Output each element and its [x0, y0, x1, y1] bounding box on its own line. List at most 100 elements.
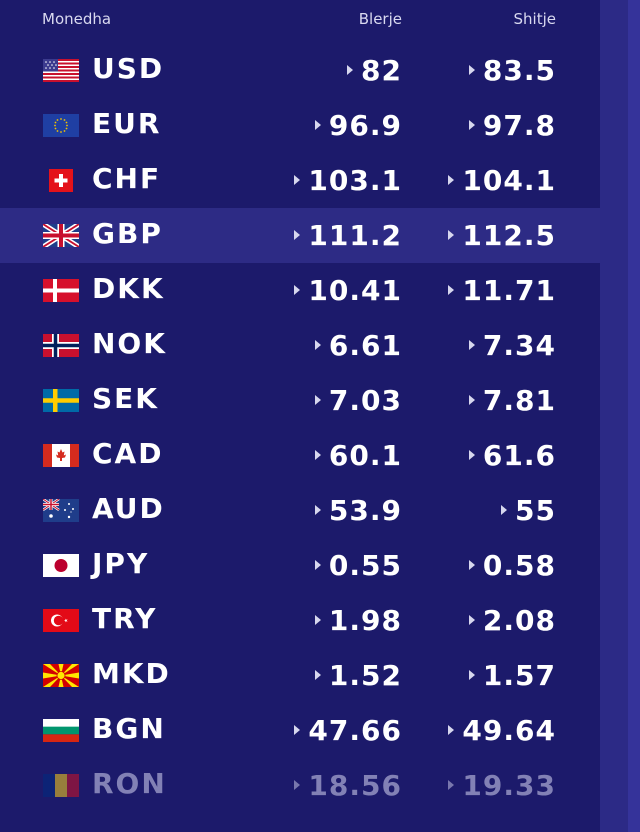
buy-rate: 1.52 — [252, 657, 402, 693]
buy-value: 82 — [361, 53, 402, 87]
sell-rate: 19.33 — [406, 767, 556, 803]
sell-value: 19.33 — [462, 768, 556, 802]
sell-rate: 49.64 — [406, 712, 556, 748]
sell-value: 11.71 — [462, 273, 556, 307]
sell-rate: 7.34 — [406, 327, 556, 363]
buy-value: 96.9 — [328, 108, 402, 142]
rates-list: USD 82 83.5 EUR 96.9 97.8 — [0, 43, 600, 813]
buy-rate: 18.56 — [252, 767, 402, 803]
currency-code: CHF — [92, 162, 162, 195]
buy-value: 0.55 — [328, 548, 402, 582]
au-flag-icon — [43, 499, 79, 522]
buy-value: 10.41 — [308, 273, 402, 307]
sell-rate: 61.6 — [406, 437, 556, 473]
buy-value: 1.52 — [328, 658, 402, 692]
caret-right-icon — [314, 615, 321, 625]
caret-right-icon — [314, 670, 321, 680]
caret-right-icon — [448, 285, 455, 295]
rate-row-chf: CHF 103.1 104.1 — [0, 153, 600, 208]
sell-value: 7.81 — [482, 383, 556, 417]
currency-code: USD — [92, 52, 165, 85]
sell-rate: 97.8 — [406, 107, 556, 143]
side-scroll-strip[interactable] — [600, 0, 640, 832]
currency-code: BGN — [92, 712, 166, 745]
sell-rate: 104.1 — [406, 162, 556, 198]
buy-value: 111.2 — [308, 218, 402, 252]
sell-rate: 112.5 — [406, 217, 556, 253]
buy-value: 60.1 — [328, 438, 402, 472]
caret-right-icon — [347, 65, 354, 75]
sell-value: 83.5 — [482, 53, 556, 87]
scrollbar-track[interactable] — [628, 0, 640, 832]
buy-rate: 1.98 — [252, 602, 402, 638]
buy-rate: 10.41 — [252, 272, 402, 308]
currency-code: RON — [92, 767, 167, 800]
currency-code: NOK — [92, 327, 167, 360]
rate-row-usd: USD 82 83.5 — [0, 43, 600, 98]
rate-row-mkd: MKD 1.52 1.57 — [0, 648, 600, 703]
exchange-rate-panel: Monedha Blerje Shitje — [0, 10, 600, 813]
caret-right-icon — [314, 340, 321, 350]
caret-right-icon — [314, 120, 321, 130]
rate-row-bgn: BGN 47.66 49.64 — [0, 703, 600, 758]
ro-flag-icon — [43, 774, 79, 797]
rate-row-sek: SEK 7.03 7.81 — [0, 373, 600, 428]
caret-right-icon — [448, 230, 455, 240]
currency-code: SEK — [92, 382, 159, 415]
currency-code: MKD — [92, 657, 171, 690]
sell-value: 55 — [515, 493, 556, 527]
sell-rate: 7.81 — [406, 382, 556, 418]
currency-code: AUD — [92, 492, 165, 525]
buy-rate: 82 — [252, 52, 402, 88]
buy-rate: 6.61 — [252, 327, 402, 363]
rate-row-gbp: GBP 111.2 112.5 — [0, 208, 600, 263]
buy-rate: 103.1 — [252, 162, 402, 198]
rate-row-dkk: DKK 10.41 11.71 — [0, 263, 600, 318]
us-flag-icon — [43, 59, 79, 82]
caret-right-icon — [468, 450, 475, 460]
buy-rate: 60.1 — [252, 437, 402, 473]
buy-value: 47.66 — [308, 713, 402, 747]
currency-code: EUR — [92, 107, 162, 140]
mk-flag-icon — [43, 664, 79, 687]
sell-column-header: Shitje — [513, 10, 556, 28]
buy-value: 18.56 — [308, 768, 402, 802]
rate-row-jpy: JPY 0.55 0.58 — [0, 538, 600, 593]
buy-rate: 96.9 — [252, 107, 402, 143]
currency-code: TRY — [92, 602, 158, 635]
sell-rate: 1.57 — [406, 657, 556, 693]
buy-rate: 7.03 — [252, 382, 402, 418]
gb-flag-icon — [43, 224, 79, 247]
jp-flag-icon — [43, 554, 79, 577]
currency-code: JPY — [92, 547, 150, 580]
caret-right-icon — [468, 395, 475, 405]
dk-flag-icon — [43, 279, 79, 302]
buy-column-header: Blerje — [358, 10, 402, 28]
rate-row-aud: AUD 53.9 55 — [0, 483, 600, 538]
no-flag-icon — [43, 334, 79, 357]
sell-rate: 0.58 — [406, 547, 556, 583]
sell-rate: 55 — [406, 492, 556, 528]
sell-rate: 2.08 — [406, 602, 556, 638]
sell-value: 104.1 — [462, 163, 556, 197]
caret-right-icon — [468, 65, 475, 75]
tr-flag-icon — [43, 609, 79, 632]
rate-row-ron: RON 18.56 19.33 — [0, 758, 600, 813]
buy-rate: 47.66 — [252, 712, 402, 748]
caret-right-icon — [448, 780, 455, 790]
buy-value: 103.1 — [308, 163, 402, 197]
caret-right-icon — [468, 120, 475, 130]
caret-right-icon — [468, 670, 475, 680]
sell-rate: 83.5 — [406, 52, 556, 88]
se-flag-icon — [43, 389, 79, 412]
caret-right-icon — [314, 560, 321, 570]
currency-code: CAD — [92, 437, 164, 470]
sell-value: 0.58 — [482, 548, 556, 582]
caret-right-icon — [294, 285, 301, 295]
caret-right-icon — [501, 505, 508, 515]
caret-right-icon — [314, 450, 321, 460]
buy-rate: 0.55 — [252, 547, 402, 583]
rate-row-try: TRY 1.98 2.08 — [0, 593, 600, 648]
sell-value: 7.34 — [482, 328, 556, 362]
rate-row-nok: NOK 6.61 7.34 — [0, 318, 600, 373]
